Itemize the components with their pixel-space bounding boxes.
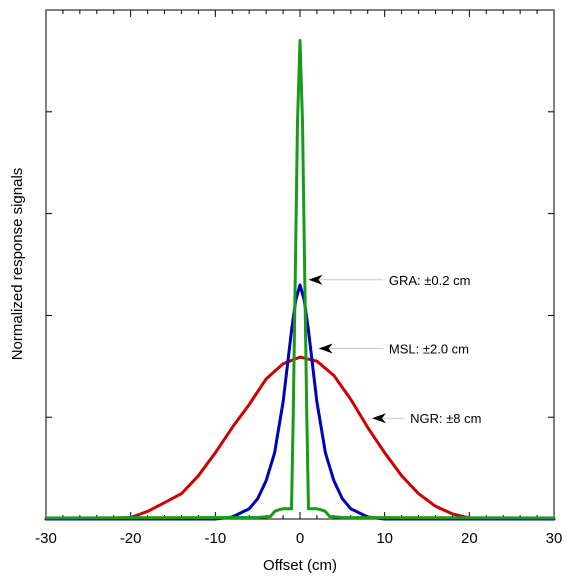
x-tick-label: 10 — [376, 530, 393, 547]
x-tick-label: 30 — [546, 530, 563, 547]
x-tick-label: 0 — [296, 530, 304, 547]
annotation-arrow-msl — [318, 343, 333, 354]
x-tick-label: -20 — [120, 530, 142, 547]
x-tick-label: -30 — [35, 530, 57, 547]
series-line-msl — [44, 283, 556, 521]
annotation-label-gra: GRA: ±0.2 cm — [389, 273, 471, 288]
x-axis-title: Offset (cm) — [263, 557, 337, 574]
annotation-label-msl: MSL: ±2.0 cm — [389, 341, 469, 356]
annotation-arrow-gra — [308, 274, 323, 285]
series-layer — [44, 39, 556, 521]
x-tick-label: 20 — [461, 530, 478, 547]
annotation-arrow-ngr — [371, 413, 386, 424]
series-line-gra — [44, 39, 556, 520]
annotation-layer: GRA: ±0.2 cm MSL: ±2.0 cm NGR: ±8 cm — [308, 273, 481, 426]
annotation-label-ngr: NGR: ±8 cm — [410, 411, 481, 426]
series-line-ngr — [44, 355, 556, 521]
x-tick-label: -10 — [204, 530, 226, 547]
y-axis-title: Normalized response signals — [9, 168, 26, 361]
tick-labels: -30 -20 -10 0 10 20 30 — [35, 530, 562, 547]
